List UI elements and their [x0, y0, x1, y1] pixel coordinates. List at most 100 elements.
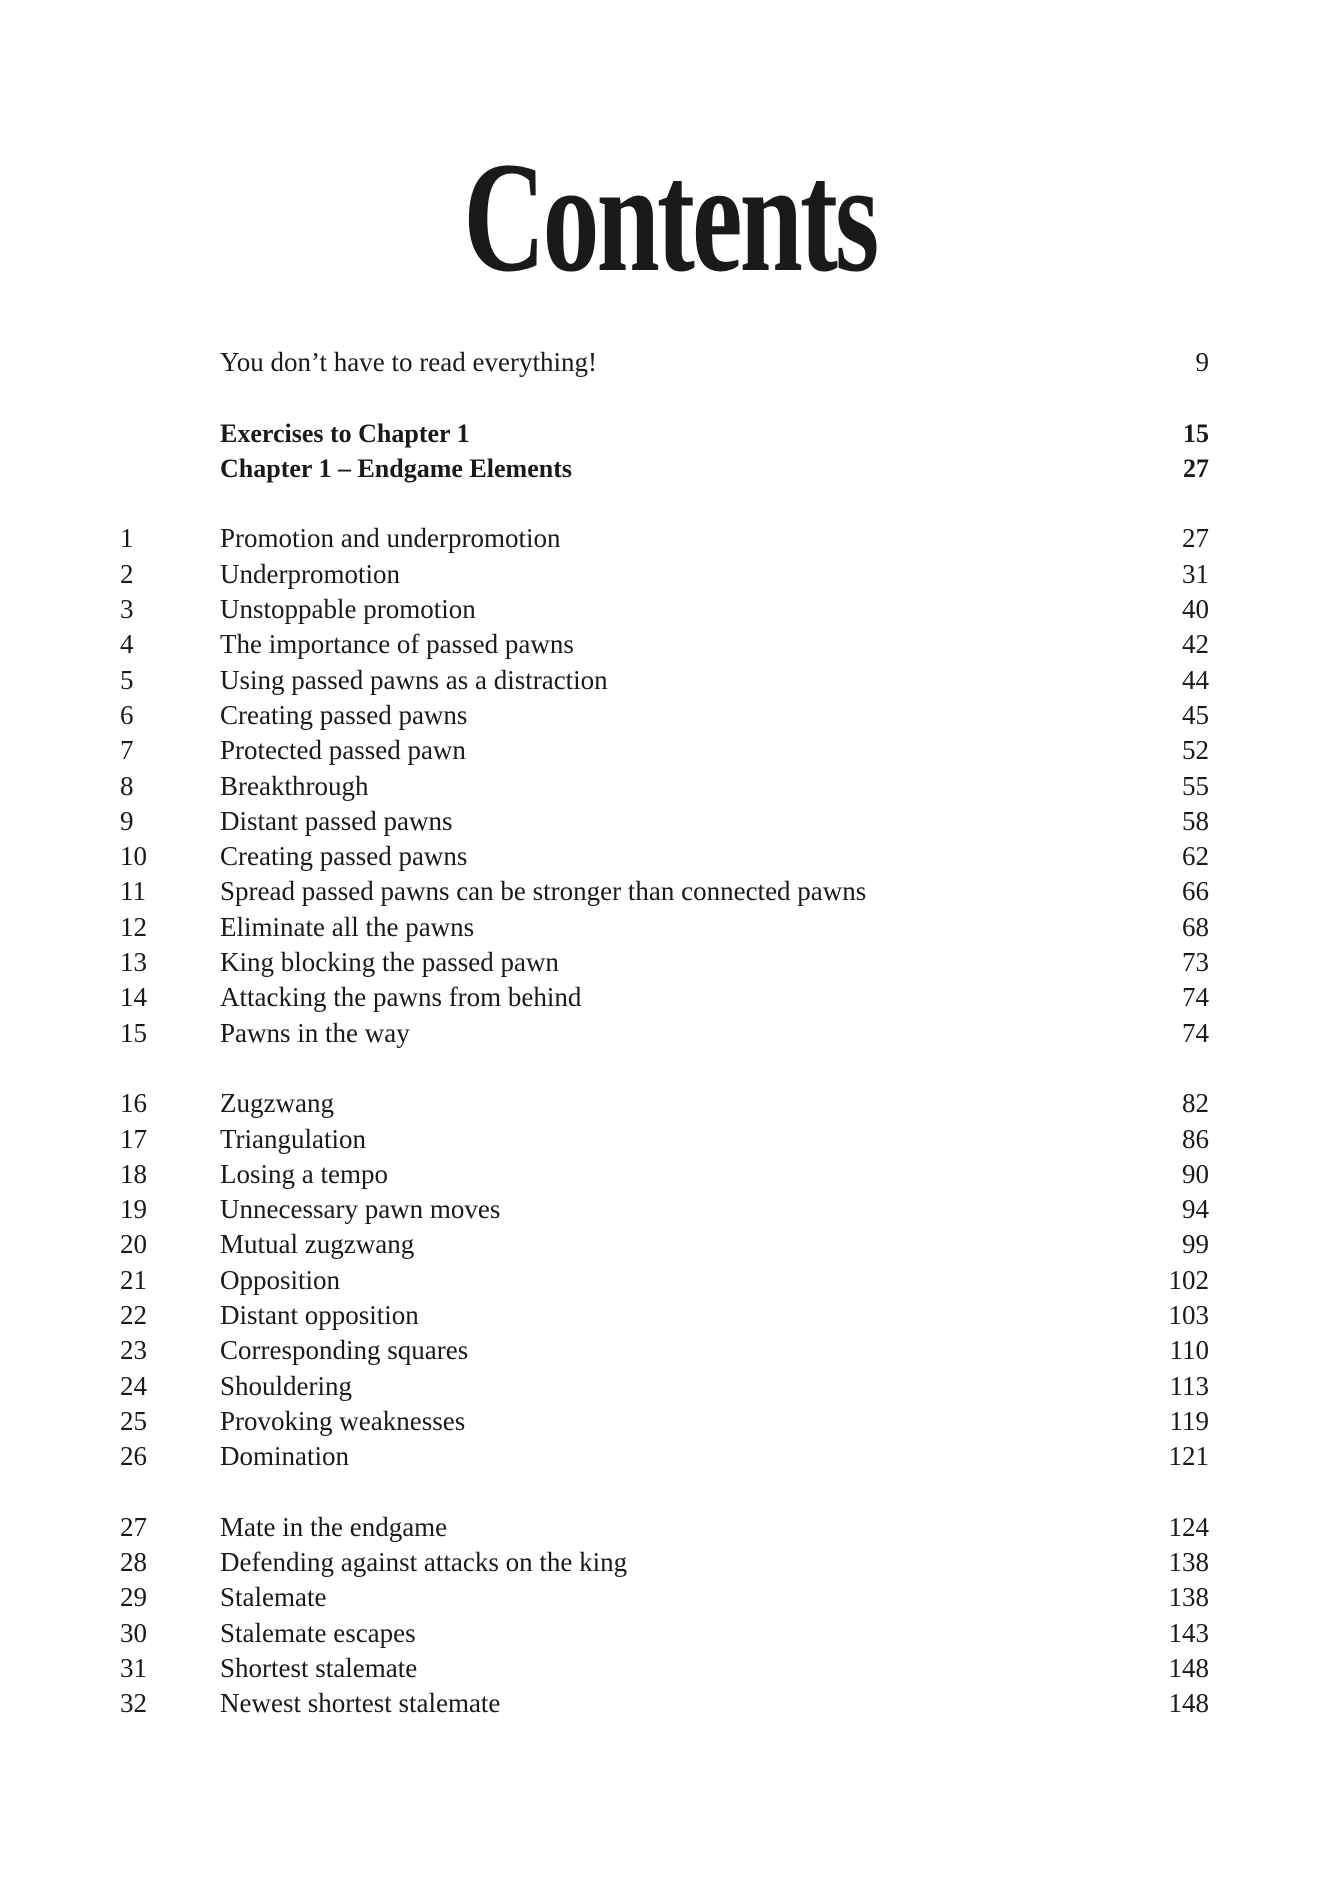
entry-page: 119	[1169, 1405, 1210, 1436]
entry-page: 74	[1182, 1017, 1209, 1048]
toc-entry: 16 Zugzwang 82	[0, 1086, 1339, 1121]
entry-title: Mate in the endgame	[220, 1511, 448, 1542]
entry-number: 18	[120, 1158, 147, 1189]
toc-entry: 4 The importance of passed pawns 42	[0, 627, 1339, 662]
entry-page: 40	[1182, 594, 1209, 625]
entry-title: Underpromotion	[220, 558, 400, 589]
entry-page: 94	[1182, 1194, 1209, 1225]
entry-title: Zugzwang	[220, 1088, 334, 1119]
entry-title: Pawns in the way	[220, 1017, 410, 1048]
toc-entry: 8 Breakthrough 55	[0, 769, 1339, 804]
toc-entry: 14 Attacking the pawns from behind 74	[0, 980, 1339, 1015]
entry-page: 138	[1168, 1582, 1210, 1613]
spacer	[0, 1051, 1339, 1086]
entry-title: Stalemate escapes	[220, 1617, 416, 1648]
entry-number: 28	[120, 1547, 147, 1578]
entry-title: Newest shortest stalemate	[220, 1688, 501, 1719]
entry-page: 58	[1182, 805, 1209, 836]
toc-entry: 21 Opposition 102	[0, 1263, 1339, 1298]
toc-entry: 24 Shouldering 113	[0, 1369, 1339, 1404]
entry-title: Attacking the pawns from behind	[220, 982, 582, 1013]
entry-page: 138	[1168, 1547, 1210, 1578]
entry-title: Stalemate	[220, 1582, 327, 1613]
toc-entry: 3 Unstoppable promotion 40	[0, 592, 1339, 627]
entry-page: 82	[1182, 1088, 1209, 1119]
toc-entry: 30 Stalemate escapes 143	[0, 1616, 1339, 1651]
entry-number: 10	[120, 841, 147, 872]
spacer	[0, 486, 1339, 521]
entry-page: 86	[1182, 1123, 1209, 1154]
toc-entry: 27 Mate in the endgame 124	[0, 1510, 1339, 1545]
page-title-text: Contents	[462, 130, 879, 305]
entry-title: Defending against attacks on the king	[220, 1547, 628, 1578]
toc-entry: 19 Unnecessary pawn moves 94	[0, 1192, 1339, 1227]
table-of-contents: You don’t have to read everything! 9 Exerc…	[0, 345, 1339, 1722]
entry-page: 99	[1182, 1229, 1209, 1260]
toc-entry: 26 Domination 121	[0, 1439, 1339, 1474]
entry-page: 90	[1182, 1158, 1209, 1189]
toc-entry: You don’t have to read everything! 9	[0, 345, 1339, 380]
entry-page: 148	[1168, 1652, 1210, 1683]
entry-page: 103	[1168, 1300, 1210, 1331]
entry-number: 22	[120, 1300, 147, 1331]
entry-title: Creating passed pawns	[220, 841, 468, 872]
entry-title: Unnecessary pawn moves	[220, 1194, 501, 1225]
toc-entry: 17 Triangulation 86	[0, 1122, 1339, 1157]
entry-number: 13	[120, 947, 147, 978]
spacer	[0, 1475, 1339, 1510]
entry-number: 24	[120, 1370, 147, 1401]
entry-number: 12	[120, 911, 147, 942]
entry-page: 74	[1182, 982, 1209, 1013]
toc-entry: 1 Promotion and underpromotion 27	[0, 521, 1339, 556]
toc-entry: 22 Distant opposition 103	[0, 1298, 1339, 1333]
entry-title: Chapter 1 – Endgame Elements	[220, 453, 572, 483]
toc-entry: 2 Underpromotion 31	[0, 557, 1339, 592]
entry-title: The importance of passed pawns	[220, 629, 574, 660]
entry-title: King blocking the passed pawn	[220, 947, 559, 978]
entry-page: 55	[1182, 770, 1209, 801]
entry-page: 148	[1168, 1688, 1210, 1719]
toc-entry: 25 Provoking weaknesses 119	[0, 1404, 1339, 1439]
toc-entry: 29 Stalemate 138	[0, 1580, 1339, 1615]
entry-page: 15	[1183, 418, 1209, 448]
entry-page: 31	[1182, 558, 1209, 589]
entry-number: 20	[120, 1229, 147, 1260]
entry-number: 2	[120, 558, 134, 589]
entry-title: Losing a tempo	[220, 1158, 388, 1189]
entry-title: Corresponding squares	[220, 1335, 469, 1366]
entry-page: 110	[1169, 1335, 1210, 1366]
toc-entry: 5 Using passed pawns as a distraction 44	[0, 663, 1339, 698]
entry-title: Distant passed pawns	[220, 805, 453, 836]
toc-entry: 7 Protected passed pawn 52	[0, 733, 1339, 768]
entry-number: 3	[120, 594, 134, 625]
toc-entry: 10 Creating passed pawns 62	[0, 839, 1339, 874]
entry-title: Triangulation	[220, 1123, 367, 1154]
entry-number: 14	[120, 982, 147, 1013]
entry-title: Protected passed pawn	[220, 735, 466, 766]
toc-heading: Exercises to Chapter 1 15	[0, 416, 1339, 451]
entry-page: 102	[1168, 1264, 1210, 1295]
entry-number: 30	[120, 1617, 147, 1648]
entry-page: 45	[1182, 699, 1209, 730]
entry-page: 27	[1183, 453, 1209, 483]
entry-title: Distant opposition	[220, 1300, 419, 1331]
entry-number: 21	[120, 1264, 147, 1295]
entry-number: 32	[120, 1688, 147, 1719]
toc-entry: 15 Pawns in the way 74	[0, 1016, 1339, 1051]
page-title: Contents	[0, 128, 1339, 308]
entry-page: 52	[1182, 735, 1209, 766]
entry-title: Spread passed pawns can be stronger than…	[220, 876, 867, 907]
entry-number: 27	[120, 1511, 147, 1542]
entry-number: 9	[120, 805, 134, 836]
entry-number: 17	[120, 1123, 147, 1154]
toc-entry: 18 Losing a tempo 90	[0, 1157, 1339, 1192]
entry-page: 121	[1168, 1441, 1210, 1472]
toc-entry: 20 Mutual zugzwang 99	[0, 1227, 1339, 1262]
entry-title: Shortest stalemate	[220, 1652, 418, 1683]
toc-entry: 32 Newest shortest stalemate 148	[0, 1686, 1339, 1721]
entry-number: 11	[120, 876, 146, 907]
entry-number: 19	[120, 1194, 147, 1225]
entry-title: Opposition	[220, 1264, 341, 1295]
entry-title: Eliminate all the pawns	[220, 911, 475, 942]
